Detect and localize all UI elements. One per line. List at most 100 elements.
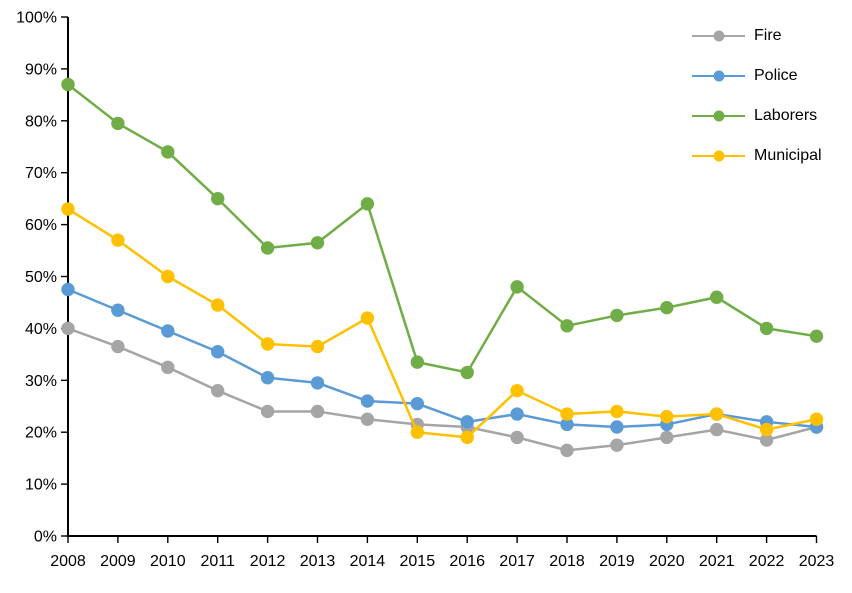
police-marker [161,324,175,338]
laborers-marker [759,321,774,336]
fire-marker [360,412,375,426]
municipal-marker [510,383,524,398]
police-marker [560,417,574,432]
fire-marker [560,443,574,458]
y-tick-label: 20% [25,425,57,442]
laborers-marker [610,308,624,323]
police-marker [310,376,325,390]
municipal-marker [111,233,125,247]
laborers-marker [510,280,524,294]
police-marker [61,282,75,297]
laborers-marker [460,365,474,380]
x-tick-label: 2012 [250,553,286,570]
laborers-marker [660,300,674,315]
laborers-marker [161,145,175,159]
municipal-marker [310,339,325,354]
x-tick-label: 2010 [150,553,186,570]
fire-marker [610,438,624,452]
laborers-line [67,83,817,374]
laborers-legend-marker-icon [692,110,745,122]
laborers-marker [410,355,424,369]
y-tick-label: 60% [25,217,57,234]
municipal-marker [759,422,774,437]
laborers-marker [211,191,225,206]
laborers-marker [260,241,275,255]
laborers-marker [809,329,824,343]
municipal-marker [460,430,474,445]
fire-marker [161,360,175,375]
legend-item-municipal: Municipal [692,146,822,166]
municipal-legend-label: Municipal [754,147,822,164]
municipal-marker [610,404,624,419]
fire-marker [660,430,674,445]
laborers-marker [111,116,125,131]
legend-item-laborers: Laborers [692,106,822,126]
x-tick-label: 2008 [50,553,86,570]
police-legend-marker-icon [692,70,745,82]
y-tick-label: 10% [25,477,57,494]
municipal-marker [809,412,824,426]
laborers-marker [310,236,325,250]
fire-marker [211,383,225,398]
x-tick-label: 2013 [300,553,336,570]
police-marker [260,371,275,385]
laborers-marker [710,290,724,304]
y-tick-label: 80% [25,113,57,130]
x-tick-label: 2019 [599,553,635,570]
x-tick-label: 2021 [699,553,735,570]
fire-marker [510,430,524,445]
y-tick-label: 40% [25,321,57,338]
municipal-marker [710,407,724,421]
municipal-marker [660,409,674,424]
x-tick-label: 2011 [200,553,235,570]
municipal-marker [260,337,275,351]
legend-item-fire: Fire [692,26,822,46]
municipal-marker [61,202,75,216]
legend: Fire Police Laborers Municipal [692,26,822,166]
laborers-legend-label: Laborers [754,107,818,124]
police-marker [111,303,125,317]
police-marker [510,407,524,421]
police-marker [211,345,225,359]
fire-marker [111,339,125,354]
police-line [67,288,817,429]
x-tick-label: 2020 [649,553,685,570]
y-tick-label: 0% [34,529,57,546]
municipal-line [67,207,817,439]
police-marker [610,420,624,434]
fire-line [67,327,817,452]
x-tick-label: 2018 [549,553,585,570]
x-tick-label: 2023 [799,553,835,570]
fire-legend-label: Fire [754,27,782,44]
municipal-marker [360,311,375,325]
police-marker [410,396,424,411]
fire-marker [61,321,75,336]
municipal-marker [211,298,225,312]
y-tick-label: 50% [25,269,57,286]
x-tick-label: 2015 [400,553,436,570]
laborers-marker [61,77,75,92]
laborers-marker [560,319,574,333]
x-tick-label: 2009 [100,553,136,570]
x-tick-label: 2014 [350,553,386,570]
municipal-legend-marker-icon [692,150,745,162]
municipal-marker [161,269,175,284]
fire-marker [310,404,325,419]
x-tick-label: 2022 [749,553,785,570]
municipal-marker [560,407,574,421]
y-tick-label: 90% [25,61,57,78]
fire-marker [260,404,275,419]
y-tick-label: 70% [25,165,57,182]
fire-marker [759,433,774,447]
fire-marker [710,422,724,437]
legend-item-police: Police [692,66,822,86]
police-marker [360,394,375,408]
fire-legend-marker-icon [692,30,745,42]
x-tick-label: 2016 [449,553,485,570]
police-marker [460,415,474,429]
y-tick-label: 100% [16,10,57,27]
x-tick-label: 2017 [499,553,535,570]
police-legend-label: Police [754,67,798,84]
